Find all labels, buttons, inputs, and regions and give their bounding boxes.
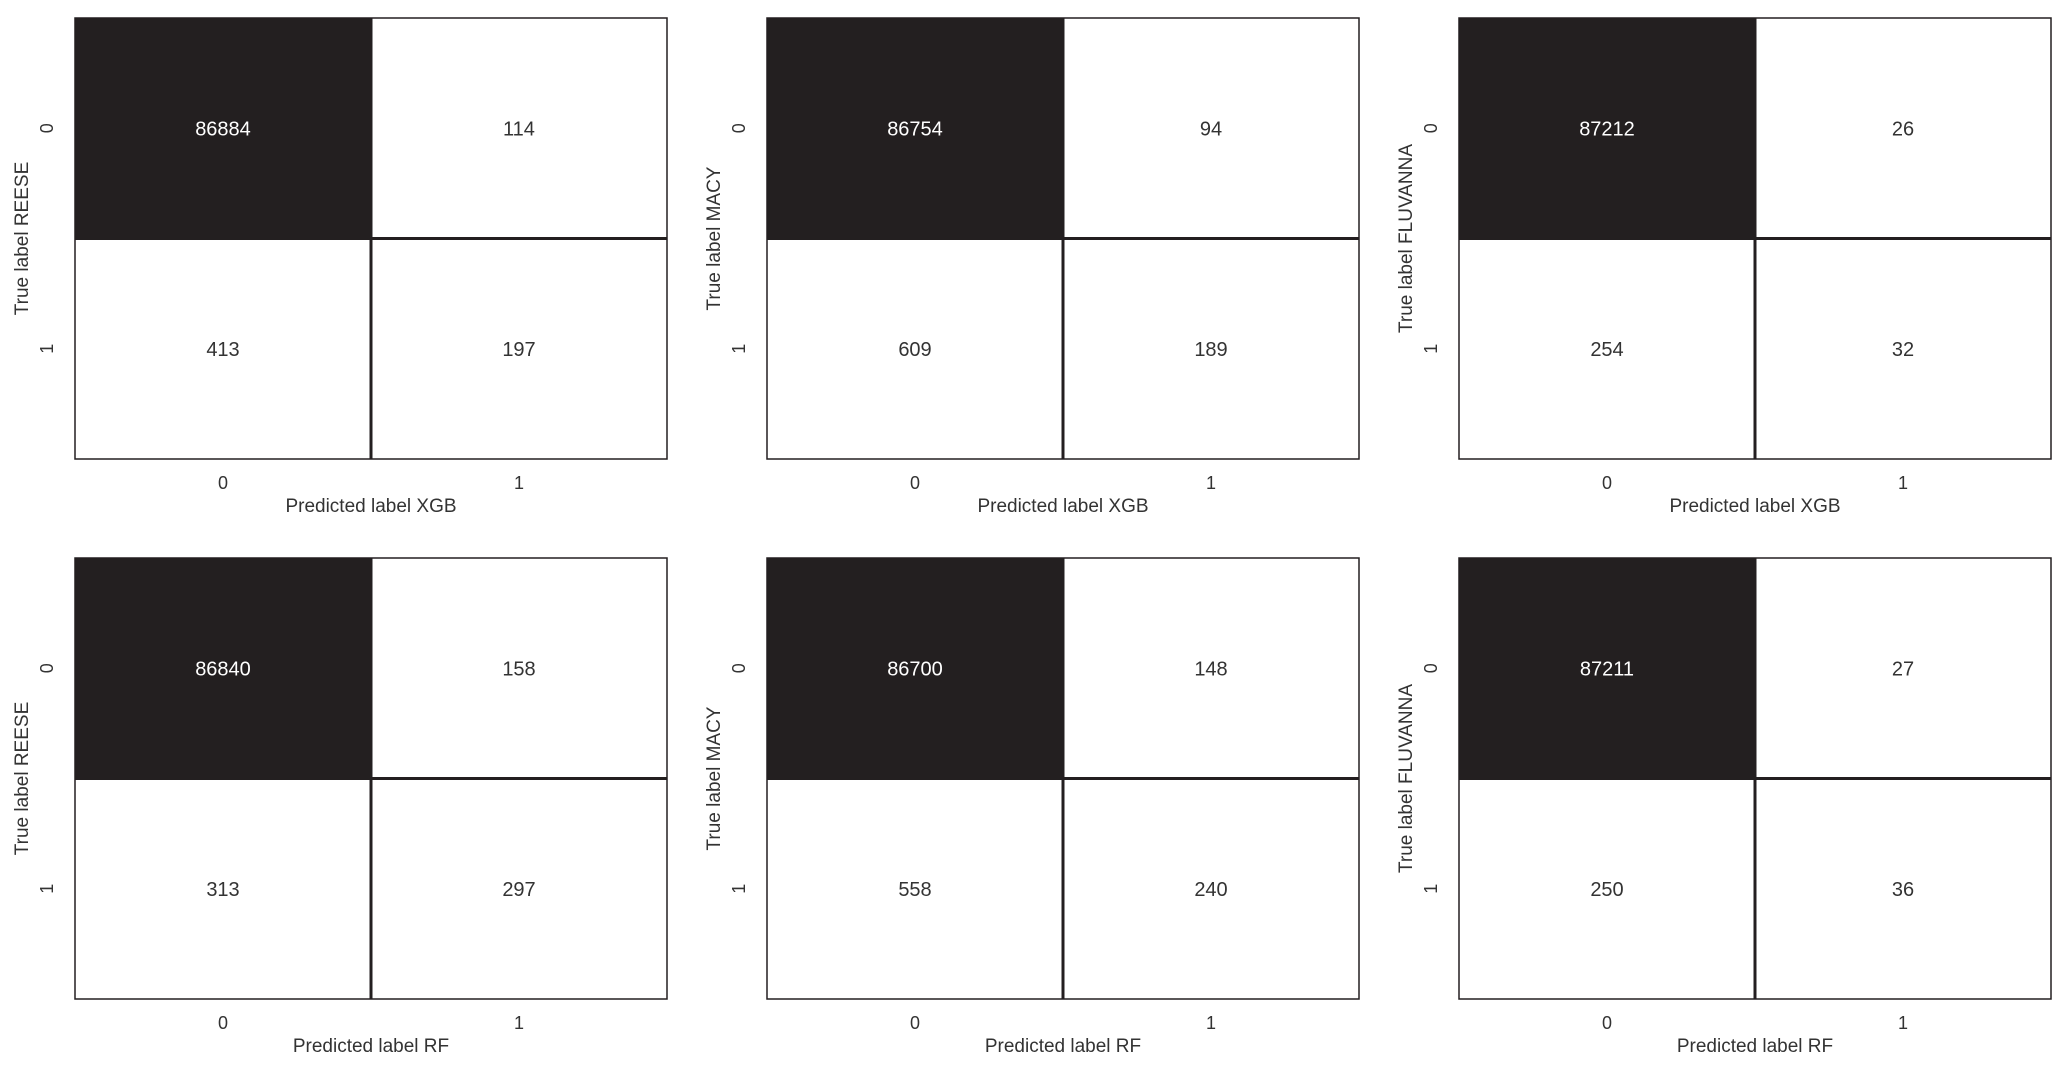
y-tick-label: 1	[729, 884, 749, 894]
y-axis-label: True label MACY	[704, 166, 725, 310]
matrix-cell	[371, 778, 667, 999]
cell-value-label: 87212	[1579, 118, 1635, 140]
x-tick-label: 1	[1898, 473, 1908, 493]
matrix-cell	[75, 558, 371, 779]
cell-value-label: 250	[1590, 879, 1623, 901]
cell-value-label: 413	[206, 339, 239, 361]
y-tick-label: 0	[1421, 123, 1441, 133]
panel-frame	[74, 17, 668, 460]
matrix-cell	[1459, 238, 1755, 459]
x-tick-label: 1	[1206, 473, 1216, 493]
y-tick-label: 1	[729, 344, 749, 354]
matrix-cell	[767, 18, 1063, 239]
x-tick-label: 1	[1206, 1013, 1216, 1033]
cell-value-label: 189	[1194, 339, 1227, 361]
y-tick-label: 0	[729, 663, 749, 673]
cell-value-label: 86840	[195, 658, 251, 680]
cell-value-label: 26	[1892, 118, 1914, 140]
cell-value-label: 148	[1194, 658, 1227, 680]
cell-value-label: 313	[206, 879, 239, 901]
cell-value-label: 254	[1590, 339, 1623, 361]
matrix-cell	[1459, 18, 1755, 239]
cell-value-label: 86700	[887, 658, 943, 680]
y-tick-label: 0	[37, 123, 57, 133]
cell-value-label: 114	[503, 118, 535, 140]
y-tick-label: 1	[1421, 884, 1441, 894]
y-axis-label: True label REESE	[12, 162, 33, 315]
cell-value-label: 32	[1892, 339, 1914, 361]
matrix-cell	[371, 558, 667, 779]
matrix-cell	[75, 238, 371, 459]
matrix-cell	[767, 558, 1063, 779]
cell-value-label: 86884	[195, 118, 251, 140]
cell-value-label: 158	[502, 658, 535, 680]
x-tick-label: 0	[218, 1013, 228, 1033]
cell-value-label: 94	[1200, 118, 1222, 140]
cell-value-label: 558	[898, 879, 931, 901]
x-tick-label: 0	[910, 1013, 920, 1033]
x-axis-label: Predicted label RF	[985, 1036, 1141, 1057]
cell-value-label: 197	[502, 339, 535, 361]
matrix-cell	[1063, 18, 1359, 239]
matrix-cell	[1063, 558, 1359, 779]
cell-value-label: 86754	[887, 118, 943, 140]
cell-value-label: 27	[1892, 658, 1914, 680]
panel-frame	[1458, 17, 2052, 460]
x-axis-label: Predicted label XGB	[977, 496, 1148, 517]
matrix-cell	[371, 18, 667, 239]
y-tick-label: 0	[729, 123, 749, 133]
x-tick-label: 1	[514, 473, 524, 493]
x-axis-label: Predicted label XGB	[285, 496, 456, 517]
y-axis-label: True label FLUVANNA	[1396, 144, 1417, 333]
matrix-cell	[1755, 558, 2051, 779]
matrix-cell	[1755, 778, 2051, 999]
panel-frame	[1458, 557, 2052, 1000]
cell-value-label: 297	[502, 879, 535, 901]
matrix-cell	[1459, 778, 1755, 999]
matrix-cell	[75, 778, 371, 999]
cell-value-label: 36	[1892, 879, 1914, 901]
matrix-cell	[75, 18, 371, 239]
confusion-matrix-panel: 87211 27 250 36 0 1 0 1 Predicted label RF True l…	[1396, 557, 2052, 1057]
y-axis-label: True label MACY	[704, 706, 725, 850]
matrix-cell	[767, 778, 1063, 999]
matrix-cell	[1755, 18, 2051, 239]
matrix-cell	[1063, 778, 1359, 999]
y-tick-label: 1	[1421, 344, 1441, 354]
x-tick-label: 1	[1898, 1013, 1908, 1033]
matrix-cell	[1755, 238, 2051, 459]
cell-value-label: 609	[898, 339, 931, 361]
x-axis-label: Predicted label XGB	[1669, 496, 1840, 517]
matrix-cell	[1459, 558, 1755, 779]
x-axis-label: Predicted label RF	[1677, 1036, 1833, 1057]
panel-frame	[766, 557, 1360, 1000]
matrix-cell	[371, 238, 667, 459]
confusion-matrix-panel: 86700 148 558 240 0 1 0 1 Predicted label RF True…	[704, 557, 1360, 1057]
panel-frame	[766, 17, 1360, 460]
x-tick-label: 0	[1602, 473, 1612, 493]
x-axis-label: Predicted label RF	[293, 1036, 449, 1057]
cell-value-label: 87211	[1580, 658, 1634, 680]
y-axis-label: True label FLUVANNA	[1396, 684, 1417, 873]
confusion-matrix-panel: 86840 158 313 297 0 1 0 1 Predicted label RF True…	[12, 557, 668, 1057]
matrix-cell	[767, 238, 1063, 459]
x-tick-label: 0	[910, 473, 920, 493]
cell-value-label: 240	[1194, 879, 1227, 901]
y-tick-label: 0	[1421, 663, 1441, 673]
y-tick-label: 1	[37, 884, 57, 894]
matrix-cell	[1063, 238, 1359, 459]
confusion-matrix-panel: 87212 26 254 32 0 1 0 1 Predicted label XGB True …	[1396, 17, 2052, 517]
panel-frame	[74, 557, 668, 1000]
x-tick-label: 1	[514, 1013, 524, 1033]
confusion-matrix-panel: 86884 114 413 197 0 1 0 1 Predicted label XGB Tru…	[12, 17, 668, 517]
y-axis-label: True label REESE	[12, 702, 33, 855]
y-tick-label: 0	[37, 663, 57, 673]
confusion-matrix-panel: 86754 94 609 189 0 1 0 1 Predicted label XGB True…	[704, 17, 1360, 517]
x-tick-label: 0	[1602, 1013, 1612, 1033]
y-tick-label: 1	[37, 344, 57, 354]
x-tick-label: 0	[218, 473, 228, 493]
